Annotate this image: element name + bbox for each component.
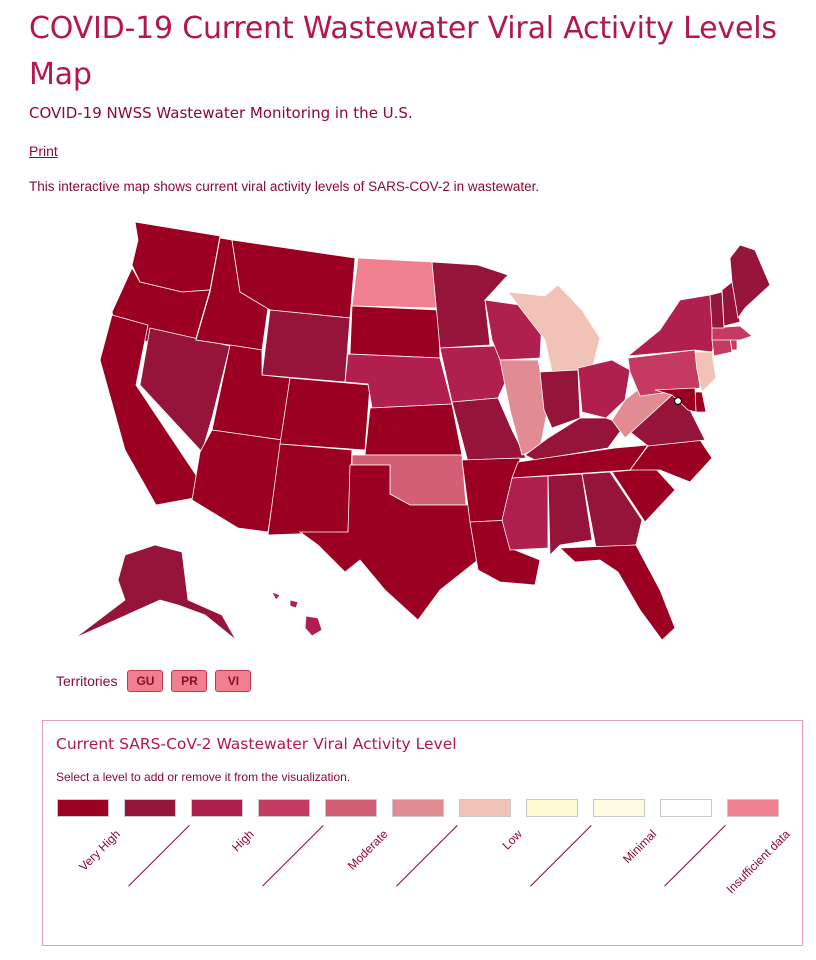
- print-link[interactable]: Print: [29, 143, 58, 159]
- legend-divider: [664, 825, 726, 887]
- state-tx[interactable]: [298, 464, 479, 621]
- legend-label-insufficient[interactable]: Insufficient data: [723, 827, 793, 897]
- legend-divider: [128, 825, 190, 887]
- swatch-insufficient[interactable]: [727, 799, 779, 817]
- state-ct[interactable]: [711, 337, 733, 357]
- state-mi[interactable]: [507, 284, 601, 373]
- state-me[interactable]: [729, 244, 771, 320]
- legend-label-minimal[interactable]: Minimal: [619, 827, 659, 867]
- legend-title: Current SARS-CoV-2 Wastewater Viral Acti…: [56, 735, 457, 753]
- legend-divider: [530, 825, 592, 887]
- state-dc[interactable]: [673, 396, 683, 406]
- swatch-high[interactable]: [191, 799, 243, 817]
- swatch-moderate[interactable]: [325, 799, 377, 817]
- state-wy[interactable]: [261, 309, 351, 383]
- activity-level-legend: Current SARS-CoV-2 Wastewater Viral Acti…: [42, 720, 803, 946]
- state-nm[interactable]: [267, 443, 353, 536]
- state-hi[interactable]: [271, 591, 323, 637]
- legend-label-high[interactable]: High: [229, 827, 257, 855]
- territory-pr-button[interactable]: PR: [171, 670, 208, 692]
- legend-divider: [396, 825, 458, 887]
- swatch-very-high-2[interactable]: [124, 799, 176, 817]
- legend-label-very-high[interactable]: Very High: [76, 827, 123, 874]
- swatch-low[interactable]: [459, 799, 511, 817]
- territory-vi-button[interactable]: VI: [215, 670, 252, 692]
- state-nj[interactable]: [694, 351, 717, 393]
- page-subtitle: COVID-19 NWSS Wastewater Monitoring in t…: [29, 104, 413, 122]
- page-title: COVID-19 Current Wastewater Viral Activi…: [29, 11, 777, 92]
- territory-gu-button[interactable]: GU: [127, 670, 164, 692]
- state-ma[interactable]: [711, 325, 753, 341]
- territories-row: Territories GU PR VI: [56, 670, 259, 692]
- state-ms[interactable]: [501, 475, 549, 551]
- legend-divider: [262, 825, 324, 887]
- state-co[interactable]: [279, 377, 371, 451]
- state-md[interactable]: [654, 387, 697, 413]
- territories-label: Territories: [56, 673, 118, 689]
- swatch-low-2[interactable]: [526, 799, 578, 817]
- legend-instruction: Select a level to add or remove it from …: [56, 770, 351, 784]
- state-fl[interactable]: [559, 544, 676, 641]
- state-ia[interactable]: [439, 345, 511, 403]
- swatch-minimal[interactable]: [593, 799, 645, 817]
- legend-label-low[interactable]: Low: [499, 827, 525, 853]
- swatch-high-2[interactable]: [258, 799, 310, 817]
- swatch-moderate-2[interactable]: [392, 799, 444, 817]
- state-nd[interactable]: [351, 257, 439, 309]
- us-states-map[interactable]: [60, 212, 780, 652]
- state-ks[interactable]: [364, 403, 463, 456]
- state-nh[interactable]: [721, 281, 741, 327]
- state-ga[interactable]: [581, 471, 643, 549]
- state-az[interactable]: [191, 429, 283, 533]
- state-vt[interactable]: [709, 291, 725, 329]
- swatch-minimal-2[interactable]: [660, 799, 712, 817]
- state-al[interactable]: [547, 473, 593, 556]
- state-sd[interactable]: [349, 305, 441, 359]
- legend-label-moderate[interactable]: Moderate: [345, 827, 391, 873]
- state-ny[interactable]: [626, 294, 719, 357]
- state-in[interactable]: [539, 369, 581, 429]
- swatch-very-high[interactable]: [57, 799, 109, 817]
- state-ak[interactable]: [74, 544, 237, 641]
- state-wa[interactable]: [131, 221, 221, 293]
- map-description: This interactive map shows current viral…: [29, 179, 540, 194]
